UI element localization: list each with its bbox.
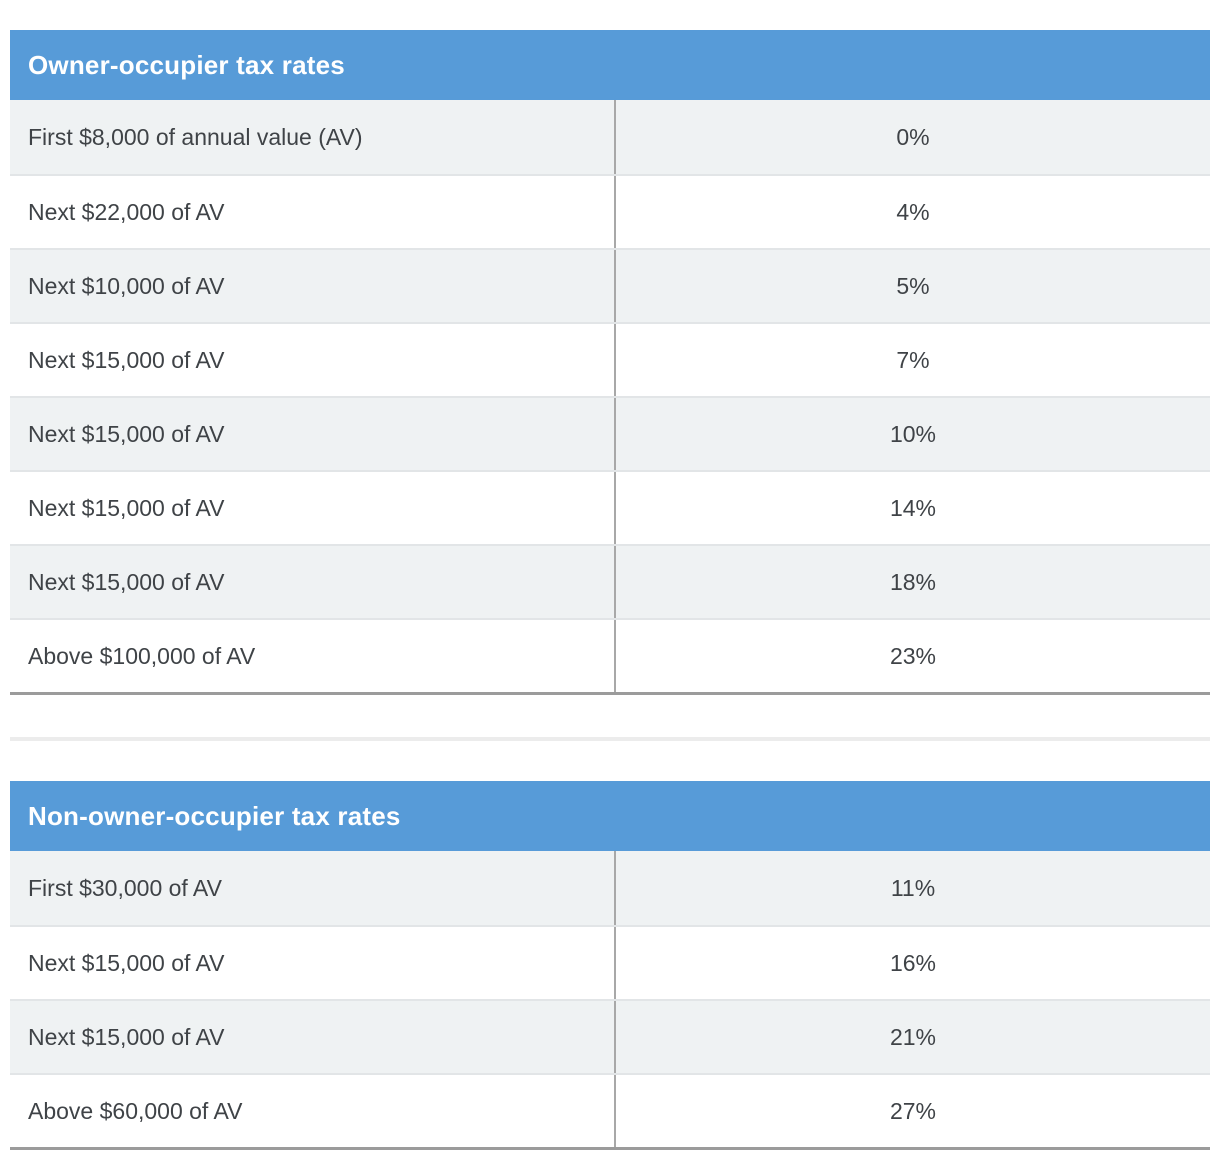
tax-rate-cell: 23%	[614, 620, 1210, 692]
tax-bracket-row: Next $22,000 of AV 4%	[10, 174, 1210, 248]
non-owner-occupier-title-bar: Non-owner-occupier tax rates	[10, 781, 1210, 851]
tax-bracket-row: First $8,000 of annual value (AV) 0%	[10, 100, 1210, 174]
tax-rate-cell: 18%	[614, 546, 1210, 618]
bracket-label-cell: Next $15,000 of AV	[28, 568, 225, 595]
tax-rate-cell: 16%	[614, 927, 1210, 999]
bracket-label-cell: Next $15,000 of AV	[28, 1023, 225, 1050]
non-owner-occupier-rates-table: Non-owner-occupier tax rates First $30,0…	[10, 781, 1210, 1150]
tax-bracket-row: Next $15,000 of AV 10%	[10, 396, 1210, 470]
bracket-label-cell: First $8,000 of annual value (AV)	[28, 123, 363, 150]
owner-occupier-table-body: First $8,000 of annual value (AV) 0% Nex…	[10, 100, 1210, 692]
tax-rate-cell: 10%	[614, 398, 1210, 470]
owner-occupier-title-bar: Owner-occupier tax rates	[10, 30, 1210, 100]
bracket-label-cell: Next $15,000 of AV	[28, 494, 225, 521]
tax-bracket-row: Next $15,000 of AV 7%	[10, 322, 1210, 396]
tax-bracket-row: Next $15,000 of AV 14%	[10, 470, 1210, 544]
tax-bracket-row: Next $15,000 of AV 16%	[10, 925, 1210, 999]
tax-rate-cell: 4%	[614, 176, 1210, 248]
bracket-label-cell: Above $60,000 of AV	[28, 1097, 243, 1124]
bracket-label-cell: Next $15,000 of AV	[28, 949, 225, 976]
tax-rate-cell: 5%	[614, 250, 1210, 322]
tax-bracket-row: Next $10,000 of AV 5%	[10, 248, 1210, 322]
tax-bracket-row: First $30,000 of AV 11%	[10, 851, 1210, 925]
tax-rate-cell: 21%	[614, 1001, 1210, 1073]
tax-rate-cell: 7%	[614, 324, 1210, 396]
tax-bracket-row: Next $15,000 of AV 18%	[10, 544, 1210, 618]
tax-rate-cell: 14%	[614, 472, 1210, 544]
bracket-label-cell: Next $10,000 of AV	[28, 272, 225, 299]
tax-rate-cell: 11%	[614, 851, 1210, 925]
bracket-label-cell: Next $22,000 of AV	[28, 198, 225, 225]
non-owner-occupier-table-body: First $30,000 of AV 11% Next $15,000 of …	[10, 851, 1210, 1147]
tax-rate-cell: 0%	[614, 100, 1210, 174]
tax-bracket-row: Next $15,000 of AV 21%	[10, 999, 1210, 1073]
tax-bracket-row: Above $100,000 of AV 23%	[10, 618, 1210, 692]
owner-occupier-rates-table: Owner-occupier tax rates First $8,000 of…	[10, 30, 1210, 695]
section-divider	[10, 737, 1210, 741]
table-title: Non-owner-occupier tax rates	[28, 800, 401, 831]
table-title: Owner-occupier tax rates	[28, 49, 345, 80]
tax-rate-cell: 27%	[614, 1075, 1210, 1147]
bracket-label-cell: Next $15,000 of AV	[28, 346, 225, 373]
bracket-label-cell: Above $100,000 of AV	[28, 642, 256, 669]
bracket-label-cell: First $30,000 of AV	[28, 874, 222, 901]
bracket-label-cell: Next $15,000 of AV	[28, 420, 225, 447]
tax-bracket-row: Above $60,000 of AV 27%	[10, 1073, 1210, 1147]
